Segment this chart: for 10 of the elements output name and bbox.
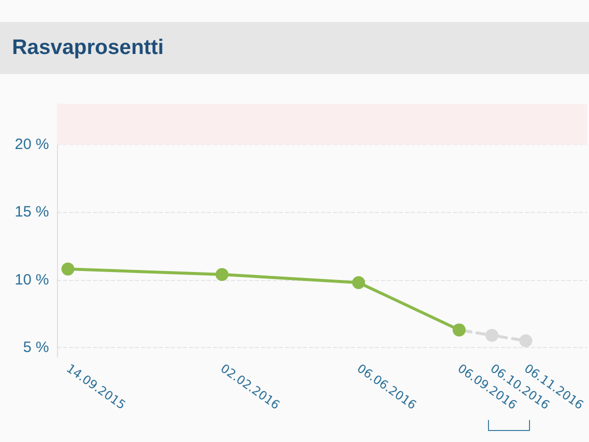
point [61, 262, 74, 276]
y-tick-label: 5 % [23, 339, 49, 356]
point [485, 328, 498, 342]
point [519, 334, 532, 348]
y-tick-label: 20 % [14, 136, 49, 154]
point [352, 276, 366, 290]
y-tick-label: 15 % [14, 204, 49, 221]
chart-title: Rasvaprosentti [12, 36, 164, 60]
y-tick-label: 10 % [14, 271, 49, 288]
point [216, 268, 229, 281]
